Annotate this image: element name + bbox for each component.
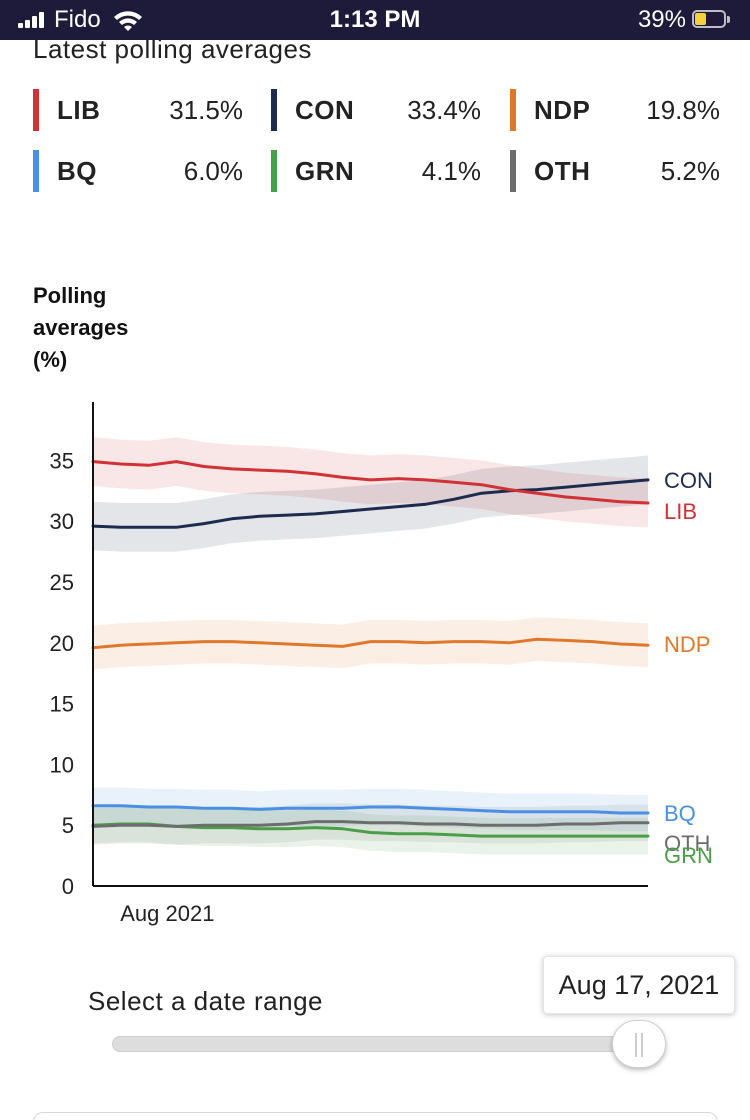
average-item-grn: GRN 4.1%: [271, 150, 481, 192]
average-item-lib: LIB 31.5%: [33, 89, 243, 131]
party-average: 4.1%: [421, 156, 481, 186]
party-name: GRN: [295, 156, 355, 186]
signal-icon: [18, 12, 48, 28]
party-average: 6.0%: [183, 156, 243, 186]
grip-icon: [641, 1033, 643, 1057]
party-name: OTH: [534, 156, 591, 186]
selected-date-tooltip: Aug 17, 2021: [543, 956, 735, 1014]
chart-y-axis-title: Polling averages (%): [33, 280, 183, 376]
series-label-bq: BQ: [664, 801, 696, 826]
next-card: [33, 1112, 718, 1120]
party-name: CON: [295, 95, 355, 125]
uncertainty-band-bq: [93, 787, 648, 832]
uncertainty-band-oth: [93, 803, 648, 845]
party-name: NDP: [534, 95, 591, 125]
series-label-grn: GRN: [664, 843, 713, 868]
y-tick-label: 5: [62, 813, 74, 838]
date-range-label: Select a date range: [88, 986, 323, 1016]
carrier-name: Fido: [54, 6, 101, 33]
party-color-swatch: [510, 89, 516, 131]
average-item-con: CON 33.4%: [271, 89, 481, 131]
x-tick-label: Aug 2021: [120, 901, 214, 926]
date-range-slider-handle[interactable]: [612, 1020, 666, 1068]
wifi-icon: [114, 11, 142, 31]
party-color-swatch: [33, 89, 39, 131]
series-line-oth: [91, 820, 650, 828]
series-label-oth: OTH: [664, 831, 710, 856]
party-color-swatch: [271, 150, 277, 192]
y-tick-label: 10: [50, 752, 74, 777]
series-line-lib: [91, 460, 650, 505]
y-axis-title-line: Polling: [33, 283, 107, 308]
series-line-grn: [91, 822, 650, 838]
y-tick-label: 20: [50, 631, 74, 656]
date-range-slider-track[interactable]: [112, 1036, 652, 1052]
series-line-con: [91, 478, 650, 529]
party-average: 31.5%: [169, 95, 243, 125]
series-line-ndp: [91, 637, 650, 650]
grip-icon: [635, 1033, 637, 1057]
party-name: LIB: [57, 95, 101, 125]
clock: 1:13 PM: [329, 6, 421, 33]
party-average: 33.4%: [407, 95, 481, 125]
y-tick-label: 35: [50, 448, 74, 473]
status-bar: Fido 1:13 PM 39%: [0, 0, 750, 40]
series-label-con: CON: [664, 468, 713, 493]
uncertainty-band-ndp: [93, 617, 648, 670]
average-item-ndp: NDP 19.8%: [510, 89, 720, 131]
party-average: 5.2%: [660, 156, 720, 186]
uncertainty-band-lib: [93, 437, 648, 528]
series-line-bq: [91, 804, 650, 815]
average-item-oth: OTH 5.2%: [510, 150, 720, 192]
y-axis-title-line: (%): [33, 347, 68, 372]
average-item-bq: BQ 6.0%: [33, 150, 243, 192]
y-tick-label: 25: [50, 570, 74, 595]
y-axis-title-line: averages: [33, 315, 129, 340]
battery-percent: 39%: [637, 6, 686, 33]
series-label-ndp: NDP: [664, 632, 710, 657]
y-tick-label: 30: [50, 509, 74, 534]
party-color-swatch: [33, 150, 39, 192]
battery-icon: [692, 10, 732, 30]
y-tick-label: 15: [50, 692, 74, 717]
party-color-swatch: [510, 150, 516, 192]
series-label-lib: LIB: [664, 499, 697, 524]
uncertainty-band-con: [93, 455, 648, 552]
party-name: BQ: [57, 156, 97, 186]
party-average: 19.8%: [646, 95, 720, 125]
y-tick-label: 0: [62, 874, 74, 899]
uncertainty-band-grn: [93, 805, 648, 855]
party-color-swatch: [271, 89, 277, 131]
